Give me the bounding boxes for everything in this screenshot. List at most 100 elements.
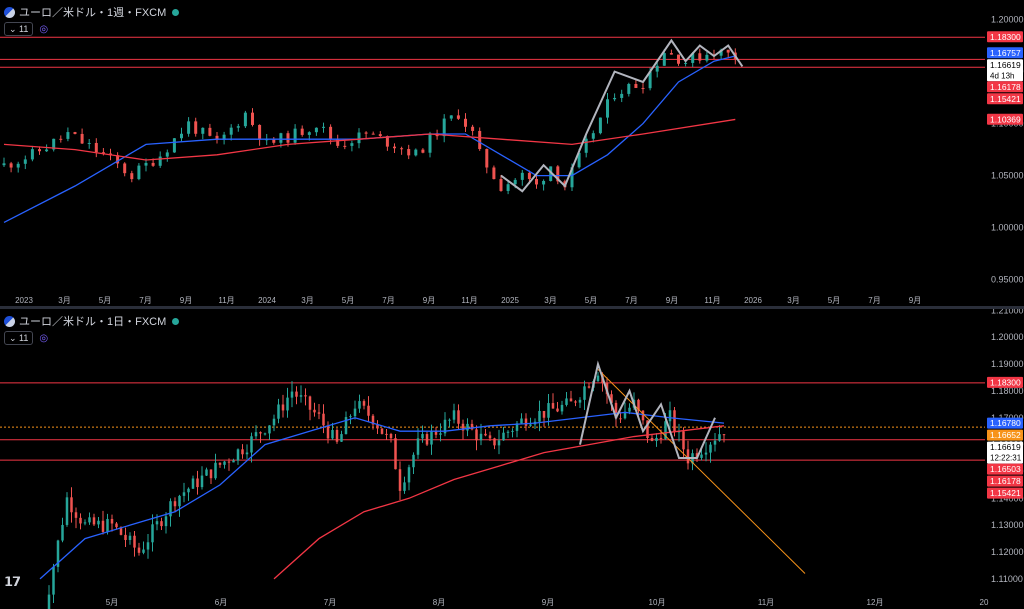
candle-body [637,399,640,411]
price-label-bg [987,463,1023,475]
candle-body [349,416,352,418]
candle-body [421,434,424,439]
candle-body [142,549,145,553]
weekly-chart-pane[interactable]: ユーロ／米ドル・1週・FXCM ⌄ 11 ◎ 1.200001.150001.1… [0,0,1024,307]
daily-chart-canvas[interactable]: 1.210001.200001.190001.180001.170001.160… [0,309,1024,609]
price-label: 1.16780 [990,418,1021,428]
candle-body [610,394,613,403]
pane-divider[interactable] [0,306,1024,309]
candle-body [606,99,609,118]
candle-body [488,435,492,439]
daily-title: ユーロ／米ドル・1日・FXCM [19,316,167,328]
candle-body [243,112,247,127]
price-label-bg [987,417,1023,429]
indicator-icon[interactable]: ◎ [39,23,49,35]
candle-body [722,434,726,436]
x-tick-label: 9月 [909,296,921,305]
candle-body [116,155,120,164]
x-tick-label: 11月 [461,296,477,305]
x-tick-label: 9月 [666,296,678,305]
candle-body [227,461,231,463]
candle-body [187,488,190,493]
y-tick-label: 1.20000 [991,15,1024,25]
candle-body [570,167,574,188]
candle-body [47,594,51,609]
candle-body [634,83,638,88]
x-tick-label: 5月 [828,296,840,305]
candle-body [686,449,690,464]
zigzag-pattern [500,38,744,193]
sma-blue-line [3,55,736,223]
weekly-chart-canvas[interactable]: 1.200001.150001.100001.050001.000000.950… [0,0,1024,307]
candle-body [317,412,321,414]
daily-interval-badge[interactable]: ⌄ 11 [4,331,34,345]
candle-body [268,425,271,434]
x-tick-label: 5月 [106,598,118,607]
candle-body [164,516,168,527]
y-tick-label: 1.05000 [991,171,1024,181]
x-tick-label: 7月 [868,296,880,305]
candle-body [434,430,438,435]
candle-body [172,138,176,153]
candle-body [628,407,631,412]
candle-body [362,401,366,406]
candle-body [470,423,474,430]
candle-body [425,434,429,445]
candle-body [695,453,699,458]
candle-body [380,428,384,434]
candle-body [200,475,204,488]
candle-body [151,524,154,543]
candle-body [466,423,469,431]
candle-body [439,433,442,435]
candle-body [471,126,475,131]
candle-body [169,501,172,517]
candle-body [97,520,100,525]
candle-body [718,434,721,441]
candle-body [178,495,181,507]
candle-body [208,127,212,136]
candle-body [613,97,617,100]
price-label: 1.16757 [990,48,1021,58]
price-label-bg [987,475,1023,487]
candle-body [308,396,312,410]
candle-body [23,159,27,164]
price-label-sub: 12:22:31 [990,454,1022,463]
candle-body [475,429,478,441]
candle-body [329,126,333,139]
candle-body [295,391,298,397]
x-tick-label: 2025 [501,296,519,305]
x-tick-label: 5月 [585,296,597,305]
candle-body [457,410,460,424]
candle-body [146,542,150,550]
candle-body [83,522,87,524]
candle-body [684,62,688,64]
candle-body [569,398,573,402]
candle-body [165,152,169,157]
candle-body [705,54,709,61]
price-label-bg [987,441,1023,464]
candle-body [641,87,645,89]
candle-body [428,133,432,153]
price-label-bg [987,429,1023,441]
candle-body [286,397,289,411]
candle-body [290,391,294,398]
candle-body [620,93,624,98]
sma-red-line [273,425,725,580]
candle-body [364,132,368,134]
candle-body [322,126,325,128]
x-tick-label: 5月 [99,296,111,305]
x-tick-label: 12月 [867,598,884,607]
candle-body [385,433,388,435]
daily-chart-pane[interactable]: ユーロ／米ドル・1日・FXCM ⌄ 11 ◎ 1.21000 1.20000 1.1… [0,309,1024,609]
candle-body [556,408,559,412]
candle-body [682,431,685,450]
candle-body [52,138,56,150]
candle-body [520,172,524,180]
candle-body [293,128,297,143]
weekly-interval-badge[interactable]: ⌄ 11 [4,22,34,36]
candle-body [584,138,588,153]
candle-body [448,419,451,421]
candle-body [549,166,553,181]
candle-body [662,53,666,66]
indicator-icon[interactable]: ◎ [39,332,49,344]
